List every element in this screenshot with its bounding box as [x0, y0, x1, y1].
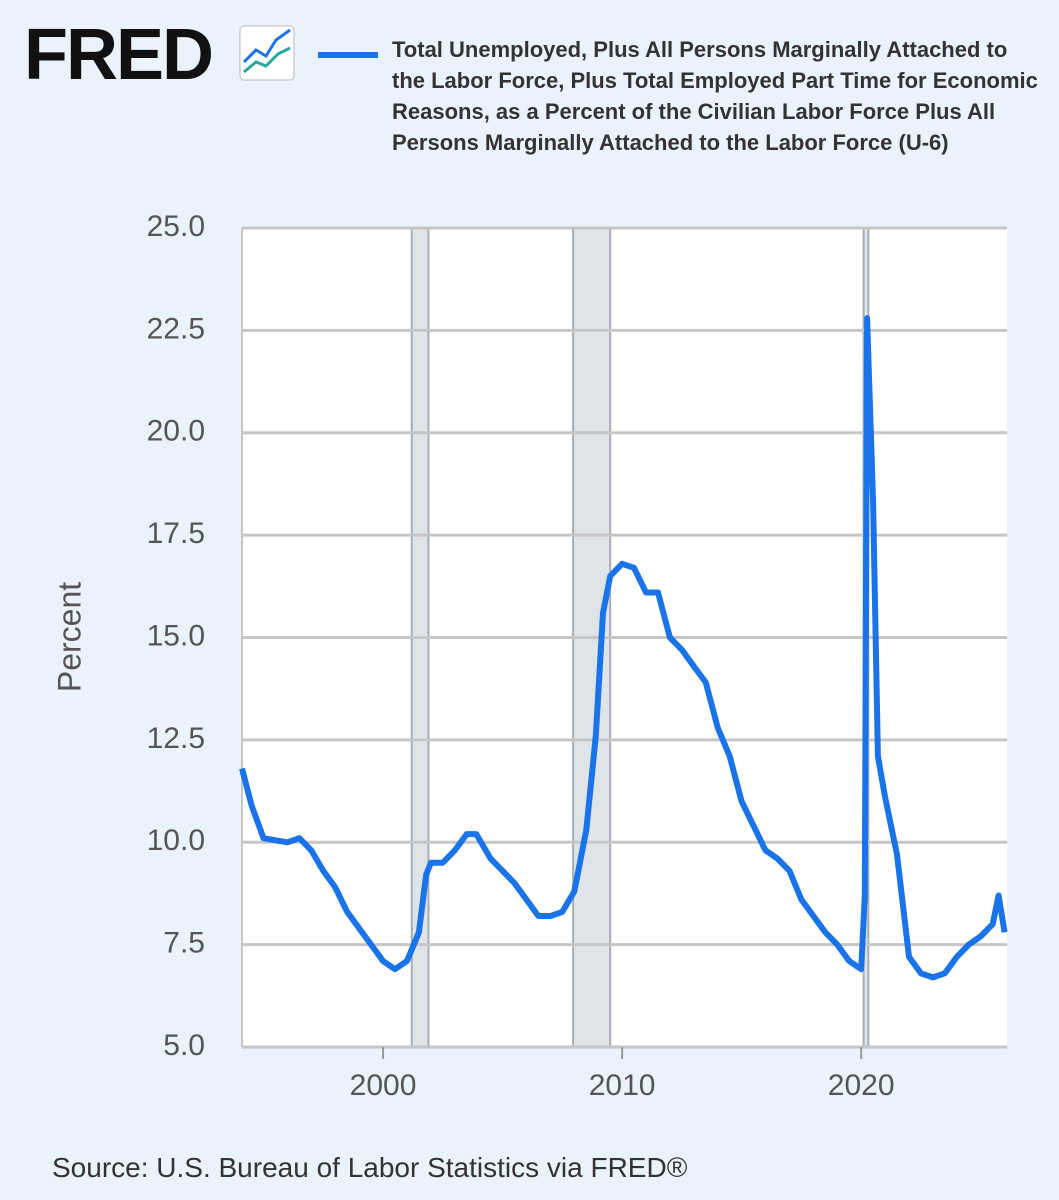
y-tick-label: 20.0	[147, 415, 205, 448]
data-line	[239, 315, 1008, 981]
y-tick-label: 22.5	[147, 312, 205, 345]
x-tick-label: 2000	[350, 1069, 417, 1102]
legend-entry: Total Unemployed, Plus All Persons Margi…	[392, 37, 1038, 155]
y-tick-label: 5.0	[163, 1029, 205, 1062]
logo-icon	[239, 25, 295, 81]
logo: FRED	[24, 15, 214, 95]
y-tick-label: 10.0	[147, 824, 205, 857]
y-tick-label: 25.0	[147, 210, 205, 243]
y-tick-label: 17.5	[147, 517, 205, 550]
source-note: Source: U.S. Bureau of Labor Statistics …	[52, 1152, 688, 1183]
x-tick-label: 2010	[589, 1069, 656, 1102]
y-tick-label: 12.5	[147, 722, 205, 755]
y-axis-label: Percent	[51, 582, 87, 692]
y-tick-label: 15.0	[147, 619, 205, 652]
x-tick-label: 2020	[828, 1069, 895, 1102]
y-tick-label: 7.5	[163, 927, 205, 960]
